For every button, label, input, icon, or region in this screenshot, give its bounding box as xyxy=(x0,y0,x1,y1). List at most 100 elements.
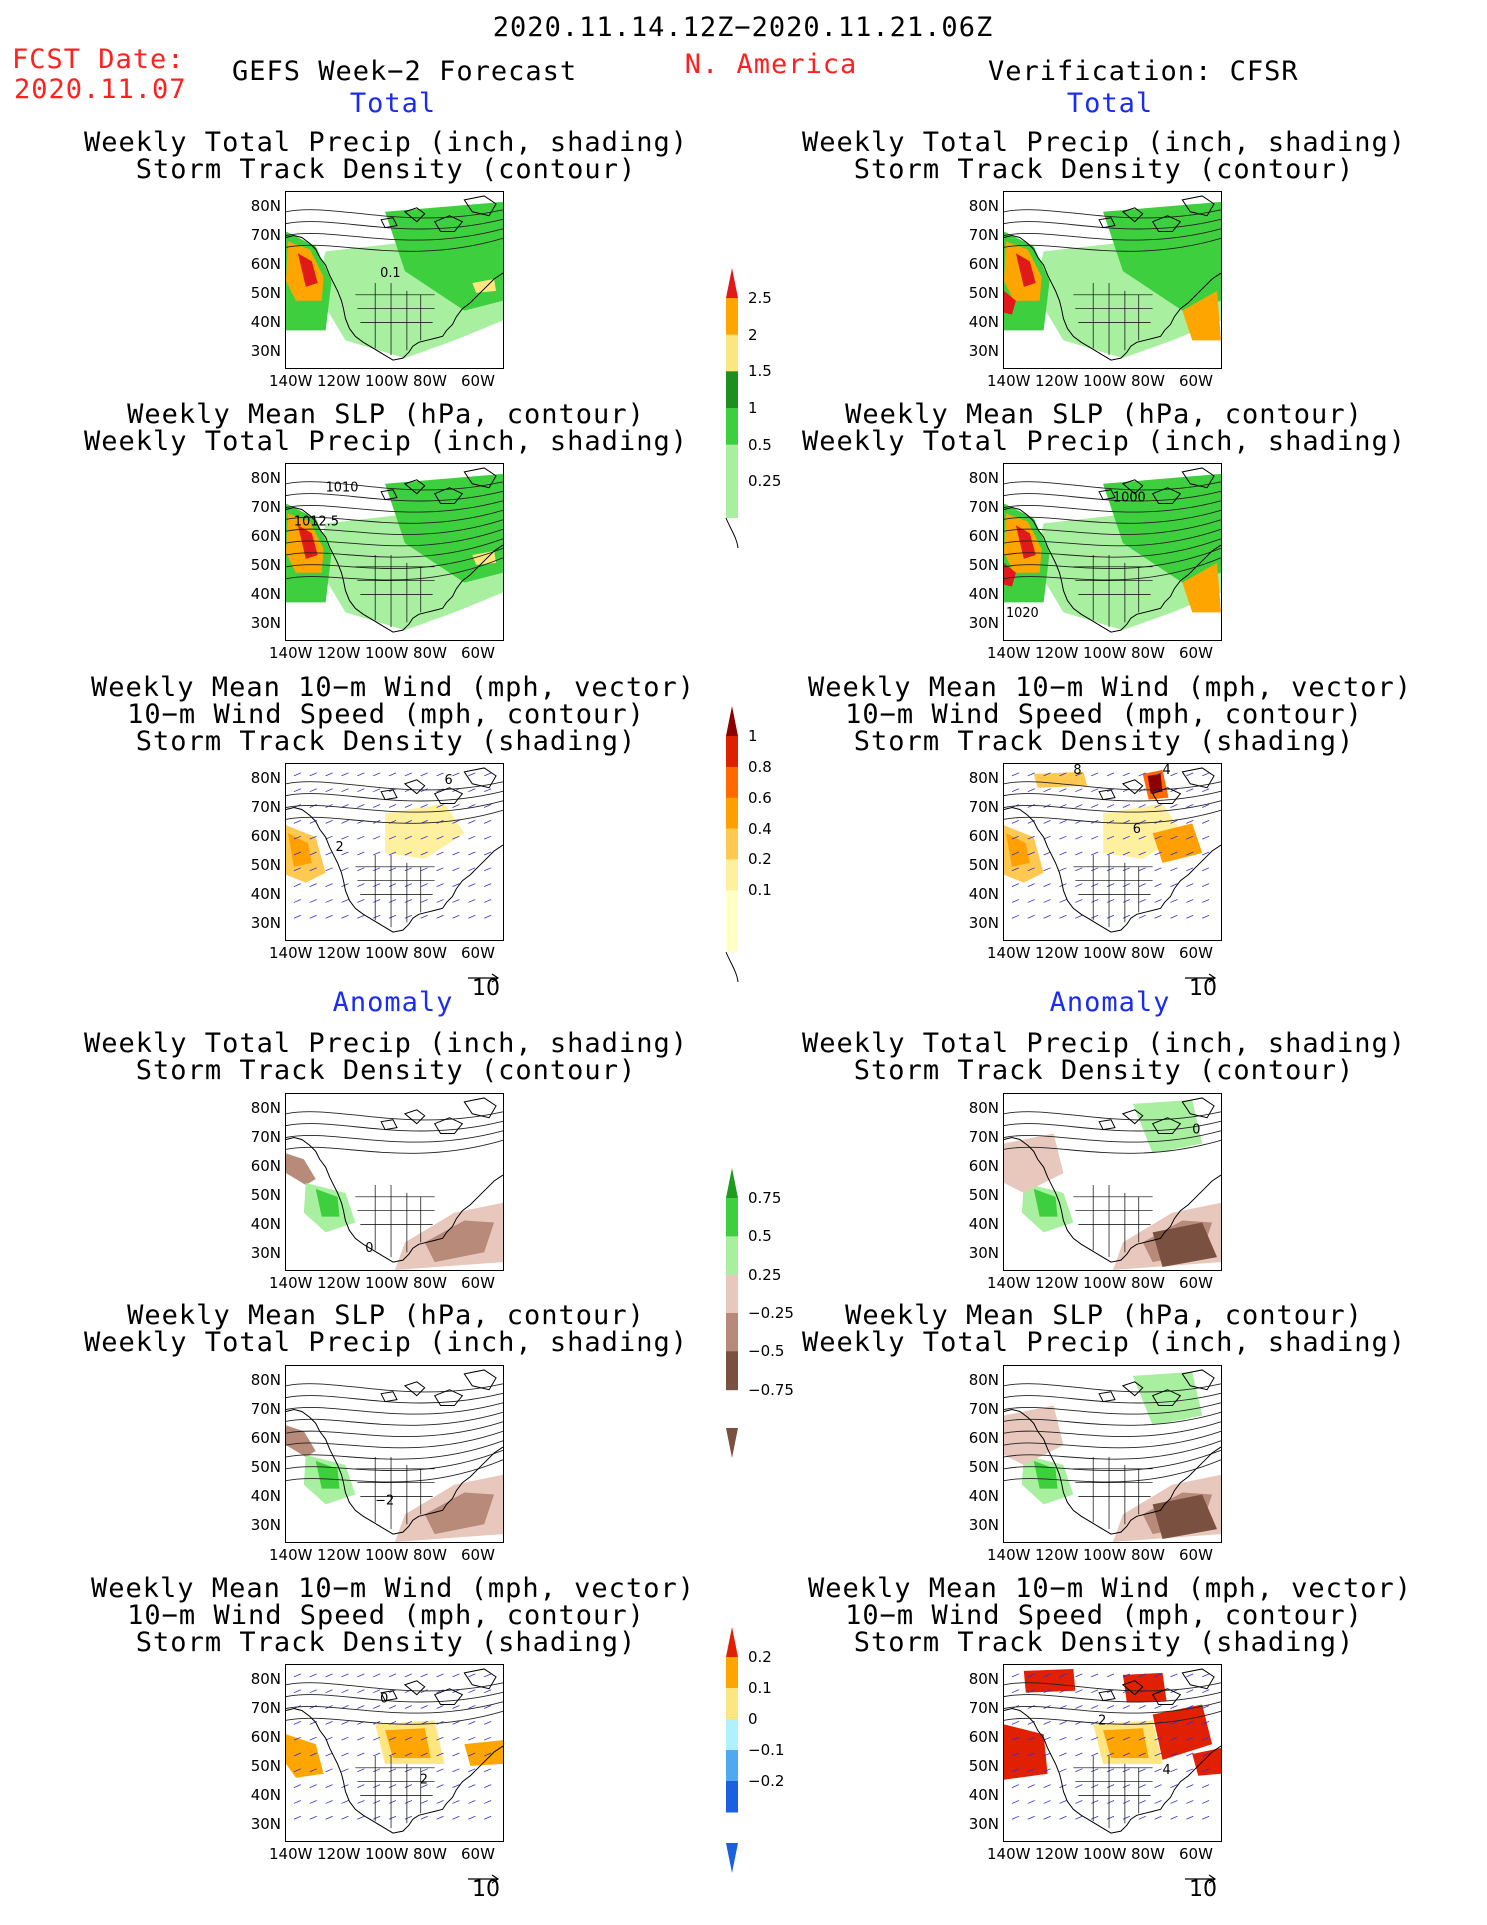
section-total-left: Total xyxy=(349,88,437,119)
colorbar-label: −0.1 xyxy=(748,1741,785,1759)
lon-tick-label: 100W xyxy=(1083,1274,1127,1292)
panel-title-line: Storm Track Density (contour) xyxy=(853,1055,1355,1086)
lon-tick-label: 100W xyxy=(365,1845,409,1863)
lat-tick-label: 40N xyxy=(968,313,999,331)
map-panel-v-total-slp: 1000 1020 xyxy=(1003,463,1222,641)
colorbar-label: 1 xyxy=(748,399,758,417)
colorbar-swatch xyxy=(726,1236,738,1276)
lat-tick-label: 80N xyxy=(968,197,999,215)
contour-label: 2 xyxy=(336,840,344,855)
colorbar-label: −0.75 xyxy=(748,1380,794,1399)
coastline xyxy=(286,467,503,633)
lat-tick-label: 30N xyxy=(968,1244,999,1262)
lat-tick-label: 60N xyxy=(968,1728,999,1746)
panel-title-line: Storm Track Density (contour) xyxy=(135,154,637,185)
lon-tick-label: 60W xyxy=(1179,644,1213,662)
contour-label: 0 xyxy=(1192,1123,1200,1138)
panel-title-line: Weekly Total Precip (inch, shading) xyxy=(802,1327,1406,1358)
date-range-title: 2020.11.14.12Z−2020.11.21.06Z xyxy=(492,12,994,43)
lon-tick-label: 120W xyxy=(317,1546,361,1564)
lat-tick-label: 40N xyxy=(250,885,281,903)
coastline xyxy=(1004,767,1221,933)
colorbar-label: 0.5 xyxy=(748,435,772,454)
lon-tick-label: 60W xyxy=(461,1845,495,1863)
lon-tick-label: 80W xyxy=(413,944,447,962)
lat-tick-label: 40N xyxy=(250,1487,281,1505)
lon-tick-label: 80W xyxy=(1131,944,1165,962)
colorbar-swatch xyxy=(726,1750,738,1782)
colorbar-precip-anom: 0.75 0.5 0.25 −0.25 −0.5 −0.75 xyxy=(720,1168,820,1458)
lat-tick-label: 80N xyxy=(250,769,281,787)
panel-title-line: Weekly Total Precip (inch, shading) xyxy=(84,1028,688,1059)
fcst-date-value: 2020.11.07 xyxy=(14,74,187,105)
panel-title-line: Weekly Total Precip (inch, shading) xyxy=(802,426,1406,457)
contour-label: 0 xyxy=(365,1241,373,1256)
colorbar-label: 1 xyxy=(748,727,758,745)
contour-label: 8 xyxy=(1073,764,1081,778)
lat-tick-label: 80N xyxy=(968,1099,999,1117)
contour-label: 1010 xyxy=(326,481,359,496)
colorbar-swatch xyxy=(726,1719,738,1751)
colorbar-label: 0.4 xyxy=(748,819,772,838)
lon-tick-label: 120W xyxy=(317,372,361,390)
lon-tick-label: 80W xyxy=(413,1845,447,1863)
lat-tick-label: 80N xyxy=(968,1670,999,1688)
contour-layer xyxy=(286,1682,503,1725)
colorbar-swatches xyxy=(726,1168,738,1458)
contour-label: 1000 xyxy=(1113,491,1146,506)
panel-title-line: Weekly Mean 10−m Wind (mph, vector) xyxy=(91,672,695,703)
colorbar-track-total: 1 0.8 0.6 0.4 0.2 0.1 xyxy=(720,706,820,992)
colorbar-swatch xyxy=(726,444,738,482)
lat-tick-label: 80N xyxy=(250,1670,281,1688)
colorbar-swatch xyxy=(726,1688,738,1720)
lat-tick-label: 70N xyxy=(250,798,281,816)
lat-tick-label: 50N xyxy=(250,1186,281,1204)
lon-tick-label: 140W xyxy=(269,944,313,962)
lat-tick-label: 70N xyxy=(968,1400,999,1418)
lat-tick-label: 50N xyxy=(968,556,999,574)
lon-tick-label: 80W xyxy=(1131,372,1165,390)
lat-tick-label: 60N xyxy=(968,527,999,545)
lat-tick-label: 40N xyxy=(968,885,999,903)
colorbar-swatch xyxy=(726,859,738,891)
panel-title-line: Storm Track Density (shading) xyxy=(853,726,1355,757)
lon-tick-label: 80W xyxy=(1131,1546,1165,1564)
lon-tick-label: 80W xyxy=(413,372,447,390)
lat-tick-label: 40N xyxy=(968,1786,999,1804)
colorbar-swatch xyxy=(726,1781,738,1813)
lat-tick-label: 70N xyxy=(250,498,281,516)
lon-tick-label: 140W xyxy=(987,372,1031,390)
coastline xyxy=(1004,467,1221,633)
coastline xyxy=(286,195,503,361)
vector-layer xyxy=(1011,772,1210,919)
contour-layer xyxy=(1004,1682,1221,1725)
colorbar-swatches xyxy=(726,1627,738,1873)
vector-ref-label: 10 xyxy=(472,976,500,1001)
lon-tick-label: 100W xyxy=(1083,372,1127,390)
lat-tick-label: 50N xyxy=(968,856,999,874)
lon-tick-label: 120W xyxy=(1035,372,1079,390)
colorbar-swatch xyxy=(726,828,738,860)
lon-tick-label: 60W xyxy=(1179,1274,1213,1292)
map-panel-v-total-track xyxy=(1003,191,1222,369)
map-panel-f-anom-track: 0 xyxy=(285,1093,504,1271)
contour-label: 2 xyxy=(420,1773,428,1788)
contour-label: 4 xyxy=(1163,764,1171,778)
lat-tick-label: 60N xyxy=(250,1728,281,1746)
lat-tick-label: 70N xyxy=(250,1400,281,1418)
contour-layer xyxy=(286,781,503,824)
colorbar-swatch xyxy=(726,334,738,372)
coastline xyxy=(286,1369,503,1535)
map-panel-v-total-wind: 8 4 6 xyxy=(1003,763,1222,941)
lon-tick-label: 60W xyxy=(1179,1845,1213,1863)
shading-layer xyxy=(1004,1668,1221,1780)
lat-tick-label: 40N xyxy=(250,585,281,603)
lon-tick-label: 120W xyxy=(1035,1546,1079,1564)
lon-tick-label: 100W xyxy=(1083,944,1127,962)
panel-title-line: Weekly Mean SLP (hPa, contour) xyxy=(845,1300,1363,1331)
lat-tick-label: 50N xyxy=(250,1458,281,1476)
colorbar-label: 0.25 xyxy=(748,1265,782,1284)
lat-tick-label: 30N xyxy=(250,1516,281,1534)
colorbar-label: 0.8 xyxy=(748,757,772,776)
lon-tick-label: 80W xyxy=(1131,1274,1165,1292)
